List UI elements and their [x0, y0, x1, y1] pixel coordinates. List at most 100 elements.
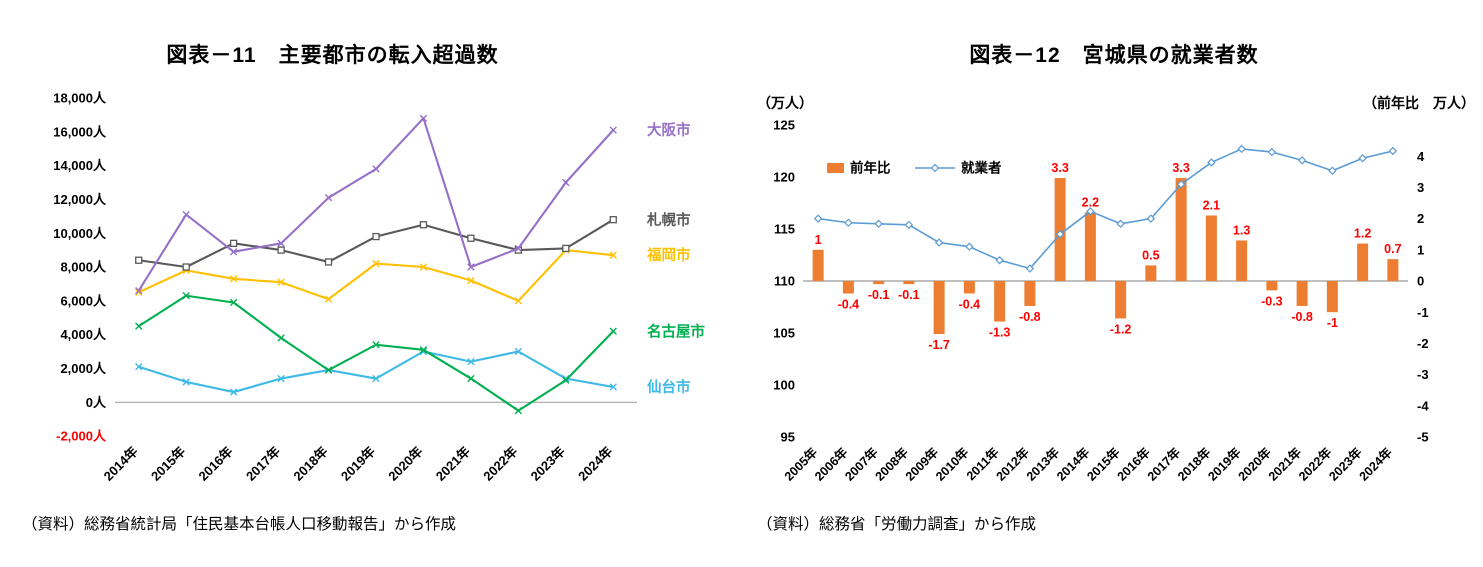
- y-tick-label: 8,000人: [60, 260, 107, 275]
- bar: [1054, 178, 1066, 281]
- bar: [963, 281, 975, 294]
- legend-label-line: 就業者: [961, 160, 1002, 176]
- bar-value-label: -0.1: [898, 288, 920, 302]
- x-tick-label: 2012年: [993, 444, 1032, 483]
- bar-value-label: 0.7: [1384, 242, 1401, 256]
- y-tick-label: -2,000人: [56, 429, 107, 444]
- bar-value-label: -0.8: [1291, 310, 1313, 324]
- bar: [1326, 281, 1338, 313]
- x-tick-label: 2014年: [101, 444, 141, 484]
- x-axis-tick-labels: 2014年 2015年 2016年 2017年 2018年 2019年 2020年 2021年…: [101, 444, 616, 484]
- x-tick-label: 2017年: [243, 444, 283, 484]
- right-y-tick-label: 2: [1417, 211, 1424, 226]
- legend-label-bar: 前年比: [850, 160, 891, 176]
- right-y-tick-label: -1: [1417, 305, 1429, 320]
- x-tick-label: 2024年: [575, 444, 615, 484]
- bar-value-label: -0.4: [838, 297, 860, 311]
- bar: [1145, 265, 1157, 281]
- bar-value-label: 2.2: [1082, 195, 1099, 209]
- bar: [842, 281, 854, 294]
- right-y-tick-label: -3: [1417, 367, 1429, 382]
- series-札幌市: 札幌市: [135, 211, 691, 271]
- bar-value-label: -1.2: [1110, 322, 1132, 336]
- x-tick-label: 2019年: [1205, 444, 1244, 483]
- series-仙台市: 仙台市: [135, 347, 691, 396]
- y-tick-label: 0人: [86, 395, 107, 410]
- net-migration-chart-panel: 図表－11 主要都市の転入超過数 18,000人 16,000人 14,000人 12…: [22, 44, 705, 533]
- left-axis-unit-label: （万人）: [757, 95, 813, 111]
- x-axis-tick-labels: 2005年2006年2007年2008年2009年2010年2011年2012年…: [781, 444, 1395, 483]
- series-大阪市: 大阪市: [135, 114, 691, 295]
- x-tick-label: 2013年: [1023, 444, 1062, 483]
- bar: [903, 281, 915, 285]
- x-tick-label: 2014年: [1053, 444, 1092, 483]
- legend-bar-swatch: [827, 163, 844, 173]
- x-tick-label: 2018年: [290, 444, 330, 484]
- x-tick-label: 2020年: [385, 444, 425, 484]
- bar-value-label: -1: [1327, 316, 1338, 330]
- series-line: [818, 148, 1394, 270]
- y-tick-label: 14,000人: [53, 158, 107, 173]
- bar-value-label: -0.3: [1261, 294, 1283, 308]
- left-axis-tick-labels: 125 120 115 110 105 100 95: [773, 118, 795, 445]
- chart-title-right: 図表－12 宮城県の就業者数: [969, 44, 1259, 68]
- series-福岡市: 福岡市: [135, 246, 691, 305]
- x-tick-label: 2022年: [1295, 444, 1334, 483]
- x-tick-label: 2021年: [1265, 444, 1304, 483]
- series-line: [138, 249, 614, 302]
- series-end-label: 名古屋市: [647, 322, 705, 340]
- bar-value-label: -1.3: [989, 326, 1011, 340]
- bar-value-label: -1.7: [928, 338, 950, 352]
- x-tick-label: 2023年: [1326, 444, 1365, 483]
- x-tick-label: 2006年: [811, 444, 850, 483]
- x-tick-label: 2015年: [1084, 444, 1123, 483]
- bar-value-label: 2.1: [1203, 198, 1220, 212]
- y-tick-label: 18,000人: [53, 91, 107, 106]
- x-tick-label: 2005年: [781, 444, 820, 483]
- left-y-tick-label: 115: [774, 222, 795, 237]
- x-tick-label: 2022年: [480, 444, 520, 484]
- x-tick-label: 2016年: [1114, 444, 1153, 483]
- bar-value-labels: 1 -0.4 -0.1 -0.1 -1.7 -0.4 -1.3 -0.8 3.3 2.2 -1.2 0…: [815, 161, 1402, 352]
- bar: [1266, 281, 1278, 291]
- employment-chart-panel: 図表－12 宮城県の就業者数 （万人） （前年比 万人） 125 120 115 11…: [745, 0, 1483, 567]
- bar: [1024, 281, 1036, 306]
- bar: [1084, 212, 1096, 281]
- left-y-tick-label: 110: [774, 274, 795, 289]
- bar: [1236, 240, 1248, 281]
- x-tick-label: 2008年: [872, 444, 911, 483]
- series-line: [138, 294, 615, 412]
- bar: [994, 281, 1006, 322]
- series-end-label: 福岡市: [646, 246, 691, 264]
- x-tick-label: 2020年: [1235, 444, 1274, 483]
- source-note-left: （資料）総務省統計局「住民基本台帳人口移動報告」から作成: [22, 516, 457, 533]
- x-tick-label: 2023年: [528, 444, 568, 484]
- x-tick-label: 2017年: [1144, 444, 1183, 483]
- right-y-tick-label: 0: [1417, 274, 1424, 289]
- left-y-tick-label: 105: [773, 326, 795, 341]
- x-tick-label: 2021年: [433, 444, 473, 484]
- series-名古屋市: 名古屋市: [135, 292, 705, 415]
- x-tick-label: 2018年: [1174, 444, 1213, 483]
- right-axis-tick-labels: 4 3 2 1 0 -1 -2 -3 -4 -5: [1417, 149, 1429, 445]
- right-y-tick-label: -5: [1417, 430, 1429, 445]
- employment-combo-chart: 125 120 115 110 105 100 95 4 3 2 1 0 -1 -2 -3 -4 -5 2005年…: [773, 118, 1429, 484]
- right-y-tick-label: -4: [1417, 398, 1429, 413]
- bar: [873, 281, 885, 285]
- bar-value-label: 3.3: [1051, 161, 1068, 175]
- left-y-tick-label: 120: [773, 170, 795, 185]
- chart-title-left: 図表－11 主要都市の転入超過数: [166, 44, 499, 68]
- bar-value-label: 1: [815, 233, 822, 247]
- series-line: [138, 350, 614, 394]
- x-tick-label: 2024年: [1356, 444, 1395, 483]
- y-tick-label: 12,000人: [53, 192, 107, 207]
- bar: [1175, 178, 1187, 281]
- bar: [812, 249, 824, 281]
- y-tick-label: 10,000人: [53, 226, 107, 241]
- right-y-tick-label: 1: [1417, 242, 1424, 257]
- bar: [1387, 259, 1399, 281]
- legend: 前年比 就業者: [827, 160, 1002, 176]
- bar-value-label: 1.2: [1354, 227, 1371, 241]
- x-tick-label: 2007年: [842, 444, 881, 483]
- bar-series-前年比: [812, 178, 1399, 335]
